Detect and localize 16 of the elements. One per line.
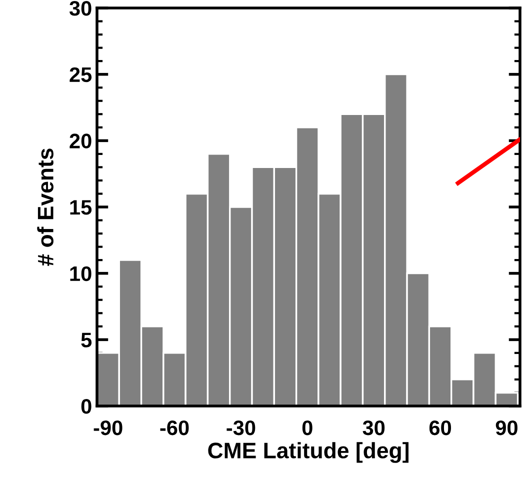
y-tick-label: 10 <box>70 266 92 282</box>
x-tick-label: 90 <box>496 420 518 436</box>
x-tick-label: 0 <box>302 420 312 436</box>
y-tick-label: 0 <box>81 399 92 414</box>
y-axis-title: # of Events <box>37 148 54 266</box>
y-tick-label: 5 <box>81 332 92 348</box>
y-tick-label: 20 <box>70 134 92 148</box>
y-tick-label: 15 <box>70 200 92 215</box>
x-tick-label: 60 <box>429 420 452 436</box>
x-tick-label: 30 <box>362 420 385 436</box>
y-tick-label: 25 <box>70 67 92 82</box>
x-tick-label: -90 <box>94 420 122 436</box>
x-axis-title: CME Latitude [deg] <box>208 442 408 463</box>
x-tick-label: -30 <box>226 420 256 436</box>
x-tick-label: -60 <box>160 420 189 436</box>
y-tick-label: 30 <box>69 1 92 16</box>
